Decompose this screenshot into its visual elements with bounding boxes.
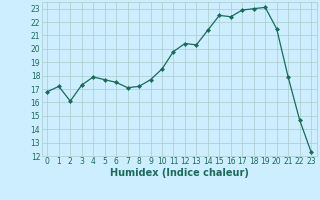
X-axis label: Humidex (Indice chaleur): Humidex (Indice chaleur) [110, 168, 249, 178]
